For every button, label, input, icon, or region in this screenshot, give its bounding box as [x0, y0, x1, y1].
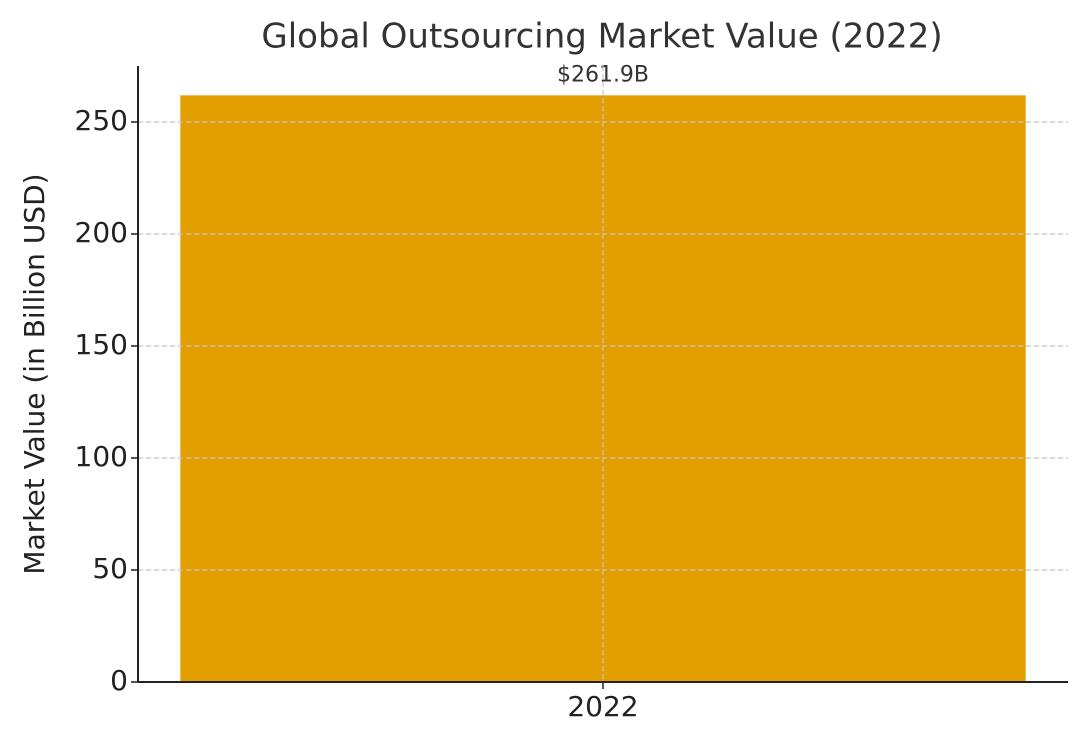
chart-title: Global Outsourcing Market Value (2022): [261, 17, 942, 57]
y-tick-label: 100: [75, 440, 128, 473]
y-tick-label: 250: [75, 104, 128, 137]
y-tick-label: 150: [75, 328, 128, 361]
x-tick-label: 2022: [567, 690, 638, 723]
y-tick-label: 200: [75, 216, 128, 249]
y-axis-label: Market Value (in Billion USD): [18, 173, 51, 574]
y-tick-label: 50: [92, 552, 128, 585]
y-tick-label: 0: [110, 664, 128, 697]
